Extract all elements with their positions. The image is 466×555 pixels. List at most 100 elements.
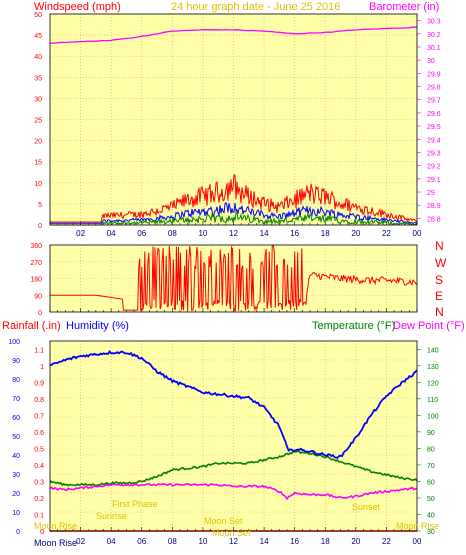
- wind-x-tick: 06: [137, 229, 146, 238]
- humidity-y-tick: 70: [12, 396, 20, 403]
- barometer-y-tick: 29.7: [427, 98, 441, 105]
- moon-set-label-2: Moon Set: [212, 528, 251, 538]
- humidity-x-tick: 04: [107, 537, 116, 546]
- wind-x-tick: 22: [382, 229, 391, 238]
- barometer-y-tick: 30.2: [427, 32, 441, 39]
- rainfall-y-tick: 0.7: [34, 413, 44, 420]
- wind-y-tick: 20: [34, 139, 42, 146]
- barometer-y-tick: 29.5: [427, 124, 441, 131]
- windspeed-axis-label: Windspeed (mph): [34, 1, 121, 13]
- temperature-line: [49, 450, 418, 487]
- barometer-y-tick: 29.9: [427, 71, 441, 78]
- compass-west: W: [435, 256, 447, 270]
- humidity-x-tick: 08: [168, 537, 177, 546]
- direction-y-tick: 0: [38, 310, 42, 317]
- wind-x-tick: 20: [351, 229, 360, 238]
- wind-y-tick: 15: [34, 160, 42, 167]
- humidity-y-tick: 50: [12, 434, 20, 441]
- barometer-y-tick: 28.9: [427, 203, 441, 210]
- barometer-y-tick: 30.1: [427, 45, 441, 52]
- wind-y-tick: 35: [34, 75, 42, 82]
- humidity-plot-border: [49, 340, 418, 532]
- humidity-y-tick: 30: [12, 472, 20, 479]
- barometer-y-tick: 30.3: [427, 19, 441, 26]
- barometer-y-tick: 28.8: [427, 216, 441, 223]
- moon-rise-footer: Moon Rise: [34, 538, 78, 548]
- barometer-y-tick: 29.3: [427, 150, 441, 157]
- humidity-x-tick: 12: [229, 537, 238, 546]
- direction-y-tick: 180: [30, 277, 42, 284]
- direction-plot-border: [49, 244, 418, 313]
- humidity-x-tick: 20: [351, 537, 360, 546]
- rainfall-axis-label: Rainfall (.in): [2, 320, 61, 332]
- wind-x-tick: 10: [198, 229, 207, 238]
- wind-minimum-line: [50, 212, 418, 226]
- wind-y-tick: 45: [34, 33, 42, 40]
- barometer-y-tick: 30: [427, 58, 435, 65]
- wind-x-tick: 16: [290, 229, 299, 238]
- wind-y-tick: 10: [34, 181, 42, 188]
- temperature-y-tick: 80: [427, 446, 435, 453]
- humidity-y-tick: 80: [12, 377, 20, 384]
- wind-y-tick: 5: [38, 202, 42, 209]
- wind-y-tick: 50: [34, 12, 42, 19]
- wind-y-tick: 30: [34, 96, 42, 103]
- direction-y-tick: 90: [34, 293, 42, 300]
- humidity-y-tick: 10: [12, 510, 20, 517]
- humidity-line: [49, 349, 418, 459]
- humidity-y-tick: 40: [12, 453, 20, 460]
- compass-north-top: N: [435, 239, 444, 253]
- rainfall-y-tick: 0.9: [34, 380, 44, 387]
- rainfall-y-tick: 0.1: [34, 512, 44, 519]
- wind-direction-panel: 0 90 180 270 360: [30, 243, 418, 317]
- barometer-y-tick: 29.4: [427, 137, 441, 144]
- rainfall-y-tick: 0.2: [34, 496, 44, 503]
- dewpoint-axis-label: Dew Point (°F): [393, 320, 465, 332]
- temperature-y-tick: 110: [427, 397, 438, 404]
- wind-y-tick: 40: [34, 54, 42, 61]
- rainfall-y-tick: 1: [40, 364, 44, 371]
- wind-x-tick: 00: [413, 229, 422, 238]
- wind-x-tick: 08: [168, 229, 177, 238]
- temperature-y-tick: 30: [427, 529, 435, 536]
- temperature-y-tick: 130: [427, 364, 439, 371]
- wind-x-tick: 02: [76, 229, 85, 238]
- barometer-y-tick: 29.8: [427, 85, 441, 92]
- wind-average-line: [50, 201, 418, 224]
- humidity-y-tick: 90: [12, 358, 20, 365]
- wind-y-tick: 25: [34, 118, 42, 125]
- barometer-y-tick: 29.6: [427, 111, 441, 118]
- barometer-axis-label: Barometer (in): [369, 1, 440, 13]
- humidity-x-tick: 16: [290, 537, 299, 546]
- wind-x-tick: 12: [229, 229, 238, 238]
- humidity-x-tick: 06: [137, 537, 146, 546]
- wind-plot-border: [49, 13, 418, 226]
- humidity-y-tick: 60: [12, 415, 20, 422]
- humidity-y-tick: 100: [8, 339, 20, 346]
- temperature-y-tick: 70: [427, 463, 435, 470]
- humidity-x-tick: 22: [382, 537, 391, 546]
- wind-direction-line: [50, 245, 418, 312]
- humidity-y-tick: 20: [12, 491, 20, 498]
- sunset-label: Sunset: [352, 502, 381, 512]
- compass-east: E: [435, 289, 444, 303]
- humidity-y-tick: 0: [16, 529, 20, 536]
- compass-south: S: [435, 273, 444, 287]
- temperature-y-tick: 120: [427, 380, 439, 387]
- humidity-x-tick: 10: [198, 537, 207, 546]
- wind-x-tick: 14: [260, 229, 269, 238]
- barometer-y-tick: 29.2: [427, 164, 441, 171]
- moon-rise-label-right: Moon Rise: [396, 521, 440, 531]
- barometer-line: [49, 26, 417, 44]
- first-phase-label: First Phase: [112, 499, 158, 509]
- humidity-x-tick: 18: [321, 537, 330, 546]
- temperature-y-tick: 60: [427, 479, 435, 486]
- graph-date-title: 24 hour graph date - June 25 2016: [171, 1, 341, 13]
- barometer-y-tick: 29.1: [427, 177, 441, 184]
- moon-set-label: Moon Set: [204, 516, 243, 526]
- rainfall-y-tick: 0.4: [34, 463, 44, 470]
- direction-y-tick: 270: [30, 260, 42, 267]
- rainfall-y-tick: 0.5: [34, 446, 44, 453]
- moon-rise-label-left: Moon Rise: [34, 521, 78, 531]
